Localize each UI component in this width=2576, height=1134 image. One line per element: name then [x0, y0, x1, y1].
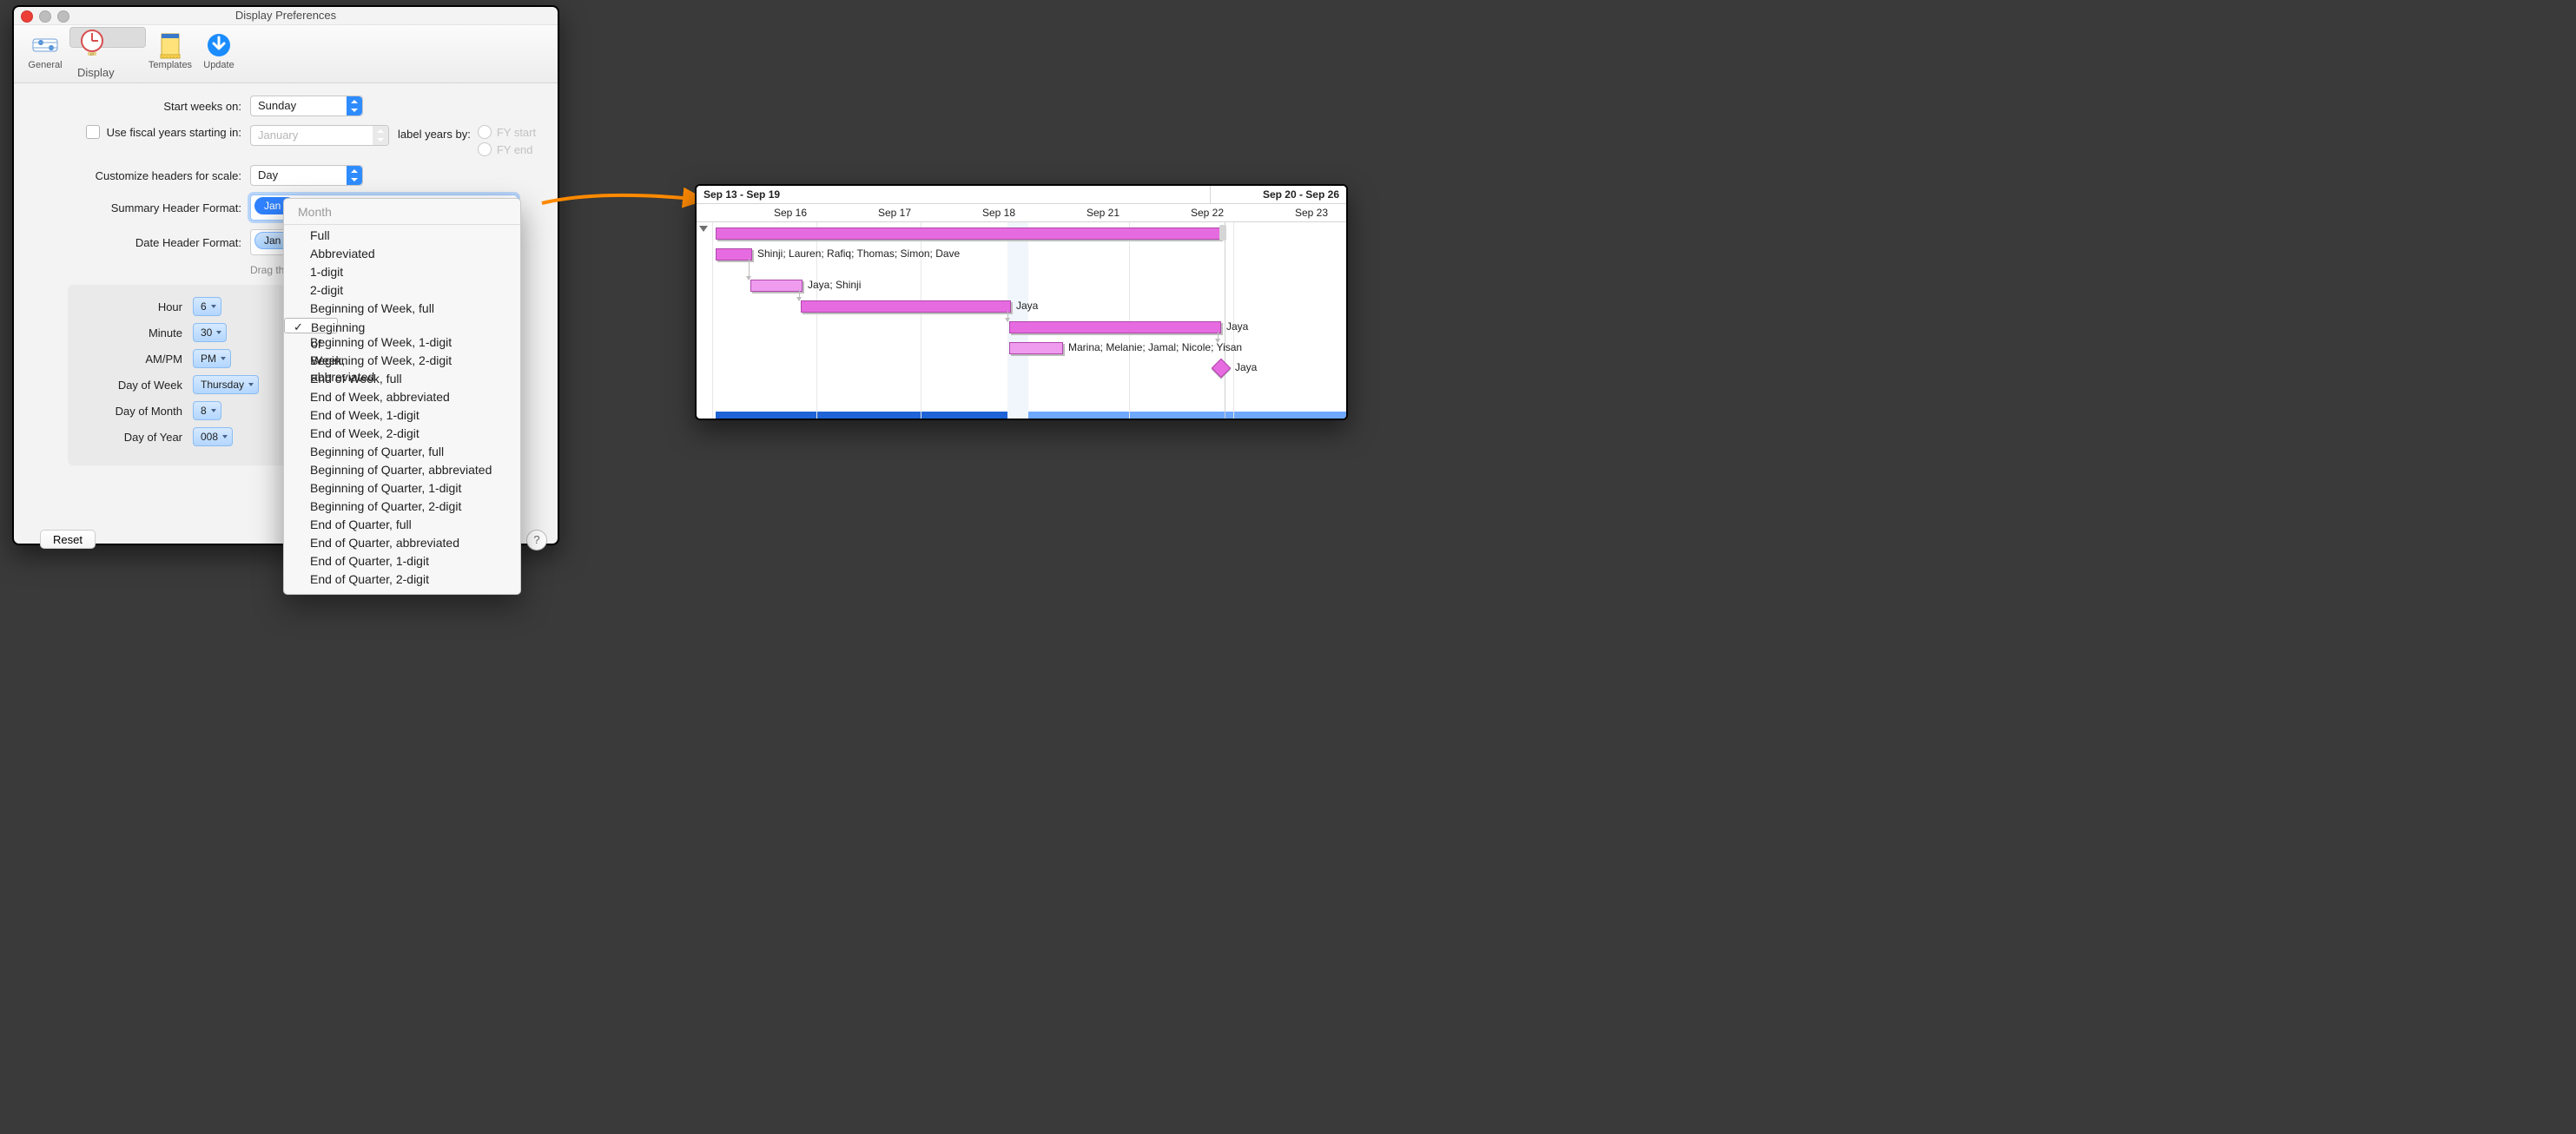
date-header-label: Date Header Format:	[28, 236, 250, 249]
start-weeks-label: Start weeks on:	[28, 100, 250, 113]
prefs-toolbar: General 17 Display Templates Update	[14, 25, 558, 83]
close-icon[interactable]	[21, 10, 33, 23]
menu-item[interactable]: Beginning of Quarter, abbreviated	[284, 461, 520, 479]
gantt-milestone[interactable]	[1212, 359, 1232, 379]
gantt-day-label: Sep 17	[842, 207, 947, 219]
token-minute[interactable]: 30	[193, 323, 227, 342]
menu-item[interactable]: End of Quarter, 2-digit	[284, 570, 520, 589]
gantt-milestone-label: Jaya	[1235, 361, 1257, 373]
gantt-day-label: Sep 22	[1155, 207, 1259, 219]
month-format-menu: Month FullAbbreviated1-digit2-digitBegin…	[283, 198, 521, 595]
fy-start-radio	[478, 125, 492, 139]
gantt-bar-label: Jaya	[1226, 320, 1248, 333]
gantt-bar-label: Jaya; Shinji	[808, 279, 861, 291]
fy-start-label: FY start	[497, 126, 536, 139]
label-years-label: label years by:	[398, 128, 471, 141]
tab-display[interactable]: 17 Display	[69, 27, 146, 48]
menu-item[interactable]: Beginning of Week, 2-digit	[284, 352, 520, 370]
progress-bar	[716, 412, 1346, 420]
gantt-date-header: Sep 16Sep 17Sep 18Sep 21Sep 22Sep 23	[697, 204, 1346, 222]
gantt-bar-label: Jaya	[1016, 300, 1038, 312]
arrow-icon	[538, 188, 712, 214]
reset-button[interactable]: Reset	[40, 530, 96, 549]
menu-item[interactable]: End of Week, 1-digit	[284, 406, 520, 425]
menu-item[interactable]: End of Week, abbreviated	[284, 388, 520, 406]
gantt-day-label: Sep 16	[738, 207, 842, 219]
menu-item[interactable]: Full	[284, 227, 520, 245]
menu-item[interactable]: End of Quarter, full	[284, 516, 520, 534]
fy-end-label: FY end	[497, 143, 533, 156]
menu-header: Month	[284, 202, 520, 222]
zoom-icon[interactable]	[57, 10, 69, 23]
window-titlebar: Display Preferences	[14, 7, 558, 25]
menu-item[interactable]: Beginning of Week, 1-digit	[284, 333, 520, 352]
gantt-day-label: Sep 21	[1051, 207, 1155, 219]
token-hour[interactable]: 6	[193, 297, 221, 316]
help-button[interactable]: ?	[526, 530, 547, 551]
menu-item[interactable]: 2-digit	[284, 281, 520, 300]
gantt-bar[interactable]	[801, 300, 1011, 313]
menu-item[interactable]: End of Week, 2-digit	[284, 425, 520, 443]
fiscal-checkbox[interactable]	[86, 125, 100, 139]
menu-item[interactable]: Beginning of Week, abbreviated	[284, 318, 338, 333]
gantt-bar-label: Marina; Melanie; Jamal; Nicole; Yisan	[1068, 341, 1242, 353]
tab-general[interactable]: General	[21, 27, 69, 82]
fy-end-radio	[478, 142, 492, 156]
menu-item[interactable]: Beginning of Quarter, full	[284, 443, 520, 461]
tab-update[interactable]: Update	[195, 27, 243, 82]
minimize-icon[interactable]	[39, 10, 51, 23]
start-weeks-select[interactable]: Sunday	[250, 96, 363, 116]
menu-item[interactable]: End of Quarter, 1-digit	[284, 552, 520, 570]
menu-item[interactable]: Beginning of Quarter, 1-digit	[284, 479, 520, 498]
menu-item[interactable]: Beginning of Quarter, 2-digit	[284, 498, 520, 516]
token-ampm[interactable]: PM	[193, 349, 231, 368]
disclosure-triangle-icon[interactable]	[699, 226, 708, 232]
fiscal-label: Use fiscal years starting in:	[107, 126, 241, 139]
scale-label: Customize headers for scale:	[28, 169, 250, 182]
menu-item[interactable]: 1-digit	[284, 263, 520, 281]
gantt-bar[interactable]	[716, 248, 752, 260]
svg-text:17: 17	[90, 52, 95, 56]
gantt-bar[interactable]	[750, 280, 803, 292]
menu-item[interactable]: Abbreviated	[284, 245, 520, 263]
scale-select[interactable]: Day	[250, 165, 363, 186]
menu-item[interactable]: Beginning of Week, full	[284, 300, 520, 318]
gantt-bar[interactable]	[1009, 342, 1063, 354]
window-title: Display Preferences	[235, 9, 336, 22]
gantt-bar-label: Shinji; Lauren; Rafiq; Thomas; Simon; Da…	[757, 247, 960, 260]
menu-item[interactable]: End of Quarter, abbreviated	[284, 534, 520, 552]
gantt-bar[interactable]	[1009, 321, 1221, 333]
summary-header-label: Summary Header Format:	[28, 201, 250, 214]
token-day-of-year[interactable]: 008	[193, 427, 233, 446]
fiscal-month-select: January	[250, 125, 389, 146]
menu-item[interactable]: End of Week, full	[284, 370, 520, 388]
token-day-of-month[interactable]: 8	[193, 401, 221, 420]
gantt-day-label: Sep 18	[947, 207, 1051, 219]
gantt-day-label: Sep 23	[1259, 207, 1348, 219]
gantt-bar[interactable]	[716, 227, 1221, 240]
gantt-summary-header: Sep 13 - Sep 19 Sep 20 - Sep 26	[697, 186, 1346, 204]
tab-templates[interactable]: Templates	[146, 27, 195, 82]
token-day-of-week[interactable]: Thursday	[193, 375, 259, 394]
gantt-body: Shinji; Lauren; Rafiq; Thomas; Simon; Da…	[697, 222, 1346, 420]
gantt-preview-window: Sep 13 - Sep 19 Sep 20 - Sep 26 Sep 16Se…	[695, 184, 1348, 420]
